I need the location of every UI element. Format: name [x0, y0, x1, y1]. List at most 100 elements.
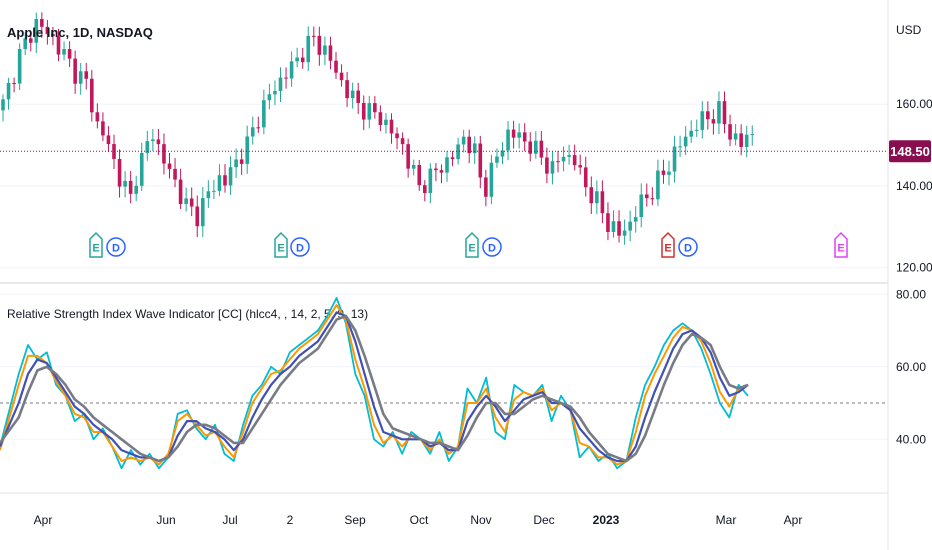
candle-body: [34, 19, 39, 43]
rsi-tick-label: 40.00: [896, 432, 926, 446]
candle-body: [411, 164, 416, 169]
event-marker-label: D: [488, 243, 496, 255]
candle-body: [450, 157, 455, 160]
candle-body: [678, 146, 682, 148]
candle-body: [6, 82, 11, 100]
candle-body: [561, 156, 566, 162]
dividend-marker[interactable]: D: [290, 237, 310, 257]
candle-body: [95, 112, 100, 122]
rsi-wave-series: [0, 297, 749, 470]
candle-body: [733, 133, 738, 140]
last-price-badge: 148.50: [889, 140, 931, 163]
candle-body: [545, 157, 549, 174]
candle-body: [600, 191, 605, 214]
candle-body: [162, 144, 166, 164]
candle-body: [528, 141, 533, 154]
candle-body: [506, 129, 510, 151]
time-tick-label: Nov: [470, 513, 491, 527]
dividend-marker[interactable]: D: [482, 237, 502, 257]
candle-body: [339, 72, 344, 81]
candle-body: [445, 157, 449, 173]
candle-body: [206, 191, 211, 199]
candle-body: [373, 103, 377, 113]
candle-body: [728, 124, 732, 140]
candle-body: [683, 136, 688, 147]
candle-body: [650, 198, 655, 200]
candle-body: [667, 171, 671, 175]
candle-body: [300, 57, 305, 63]
candle-body: [223, 175, 227, 186]
event-marker-label: E: [277, 243, 284, 255]
event-marker-label: D: [296, 243, 304, 255]
dividend-marker[interactable]: D: [678, 237, 698, 257]
candle-body: [461, 136, 466, 145]
candle-body: [312, 35, 316, 37]
dividend-marker[interactable]: D: [106, 237, 126, 257]
candle-body: [40, 19, 44, 27]
event-marker-label: E: [92, 243, 99, 255]
candle-body: [406, 144, 410, 169]
candle-body: [90, 78, 94, 113]
candle-body: [700, 111, 705, 130]
candle-body: [656, 170, 660, 200]
candle-body: [622, 230, 627, 236]
price-axis-ticks: 160.00 140.00 120.00: [896, 97, 932, 275]
candle-body: [17, 49, 22, 84]
candle-body: [56, 36, 61, 55]
candle-body: [328, 45, 333, 61]
earnings-marker[interactable]: E: [661, 231, 675, 258]
candle-body: [628, 221, 632, 231]
candle-body: [739, 133, 743, 147]
candle-body: [400, 138, 405, 145]
event-marker-label: D: [684, 243, 692, 255]
candle-body: [317, 35, 322, 55]
candle-body: [12, 82, 16, 84]
time-tick-label: Jul: [222, 513, 237, 527]
candle-body: [694, 129, 699, 131]
candle-body: [472, 143, 477, 154]
candle-body: [500, 150, 505, 157]
candle-body: [417, 164, 422, 186]
candle-body: [139, 152, 144, 186]
candle-body: [478, 143, 483, 178]
candle-body: [62, 49, 66, 55]
rsi-line-slowest: [0, 314, 749, 463]
candle-body: [611, 221, 616, 232]
candle-body: [522, 132, 527, 142]
candle-body: [217, 175, 222, 191]
event-marker-label: E: [837, 243, 844, 255]
candle-body: [517, 132, 521, 138]
candle-body: [201, 198, 205, 227]
earnings-marker[interactable]: E: [834, 231, 848, 258]
candle-body: [633, 217, 638, 222]
candle-body: [428, 168, 433, 194]
candle-body: [456, 144, 460, 160]
candle-body: [583, 167, 588, 188]
candle-body: [234, 159, 238, 168]
earnings-marker[interactable]: E: [465, 231, 479, 258]
candle-body: [672, 146, 677, 172]
candle-body: [151, 139, 155, 142]
candle-body: [395, 133, 399, 139]
price-grid: [0, 103, 888, 269]
candle-body: [84, 71, 89, 79]
candle-body: [495, 156, 499, 163]
time-tick-label: Dec: [533, 513, 554, 527]
indicator-title: Relative Strength Index Wave Indicator […: [7, 307, 368, 321]
earnings-marker[interactable]: E: [89, 231, 103, 258]
candle-body: [51, 34, 55, 37]
candle-body: [689, 130, 693, 137]
candle-body: [567, 155, 571, 157]
currency-label: USD: [896, 23, 922, 37]
candle-body: [572, 155, 577, 166]
candle-body: [128, 180, 133, 194]
candle-body: [228, 167, 233, 186]
candle-body: [334, 60, 338, 73]
event-marker-label: E: [664, 243, 671, 255]
earnings-marker[interactable]: E: [274, 231, 288, 258]
candle-body: [156, 139, 161, 145]
candle-body: [434, 168, 438, 171]
time-tick-label: Mar: [716, 513, 737, 527]
rsi-tick-label: 60.00: [896, 360, 926, 374]
